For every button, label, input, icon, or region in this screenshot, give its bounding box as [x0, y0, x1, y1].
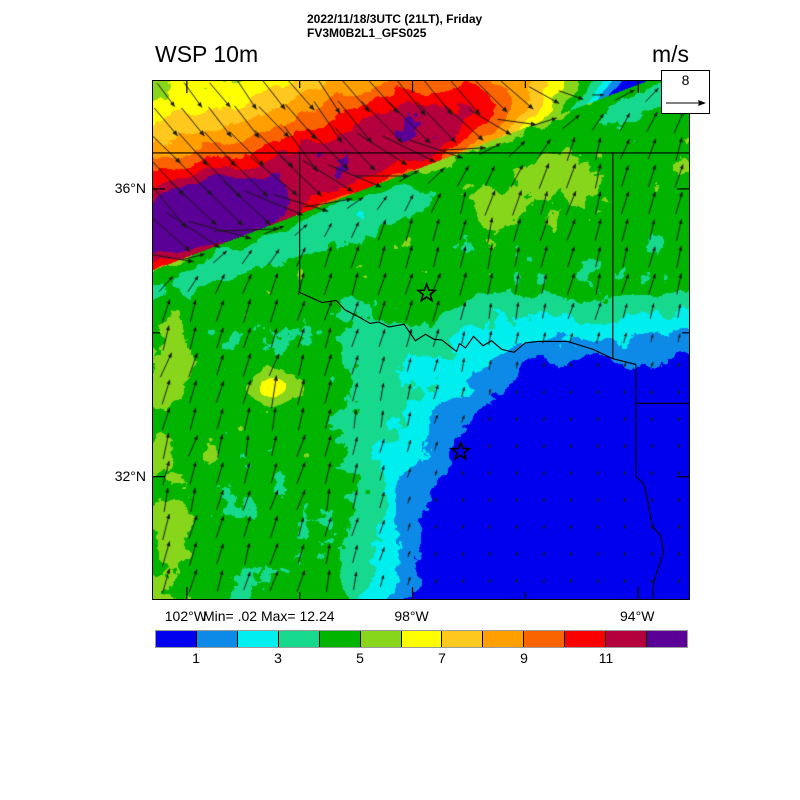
colorbar-segment-0	[156, 631, 197, 647]
colorbar-segment-3	[278, 631, 320, 647]
colorbar-tick-7: 7	[438, 650, 446, 666]
lat-label-32: 32°N	[114, 467, 146, 484]
colorbar-segment-10	[565, 631, 607, 647]
vector-key-value: 8	[681, 72, 690, 88]
colorbar-segment-11	[606, 631, 648, 647]
state-border-lines	[153, 152, 689, 599]
colorbar[interactable]	[155, 630, 688, 648]
wind-vector-arrows	[153, 81, 689, 599]
lon-label--102: 102°W	[164, 608, 207, 624]
colorbar-segment-5	[360, 631, 402, 647]
colorbar-segment-4	[319, 631, 361, 647]
variable-title: WSP 10m	[155, 41, 259, 67]
station-star-north	[415, 281, 438, 303]
colorbar-tick-11: 11	[598, 650, 614, 666]
colorbar-segment-2	[237, 631, 279, 647]
lon-label--94: 94°W	[620, 608, 655, 624]
map-overlay	[153, 81, 689, 599]
colorbar-segment-8	[483, 631, 525, 647]
units-label: m/s	[652, 41, 690, 67]
axis-tick-marks	[153, 81, 689, 599]
colorbar-segment-9	[524, 631, 566, 647]
lon-label--98: 98°W	[394, 608, 429, 624]
colorbar-tick-9: 9	[520, 650, 528, 666]
station-markers	[415, 281, 472, 461]
map-plot-area[interactable]	[152, 80, 690, 600]
header-title-block: 2022/11/18/3UTC (21LT), Friday FV3M0B2L1…	[307, 12, 482, 40]
colorbar-segment-7	[442, 631, 484, 647]
state-border-4	[299, 292, 637, 365]
vector-scale-key: 8	[661, 70, 710, 114]
colorbar-container[interactable]: 1 3 5 7 9 11	[155, 630, 688, 666]
colorbar-segment-12	[647, 631, 687, 647]
station-star-south	[449, 440, 472, 461]
colorbar-tick-1: 1	[192, 650, 200, 666]
model-identifier: FV3M0B2L1_GFS025	[307, 26, 427, 40]
right-arrow-icon	[666, 100, 706, 106]
forecast-datetime: 2022/11/18/3UTC (21LT), Friday	[307, 12, 483, 26]
min-max-statistics: Min= .02 Max= 12.24	[203, 608, 335, 624]
colorbar-segment-1	[196, 631, 238, 647]
lat-label-36: 36°N	[114, 179, 146, 196]
colorbar-tick-5: 5	[356, 650, 364, 666]
colorbar-segment-6	[401, 631, 443, 647]
colorbar-tick-3: 3	[274, 650, 282, 666]
state-border-7	[635, 403, 665, 599]
